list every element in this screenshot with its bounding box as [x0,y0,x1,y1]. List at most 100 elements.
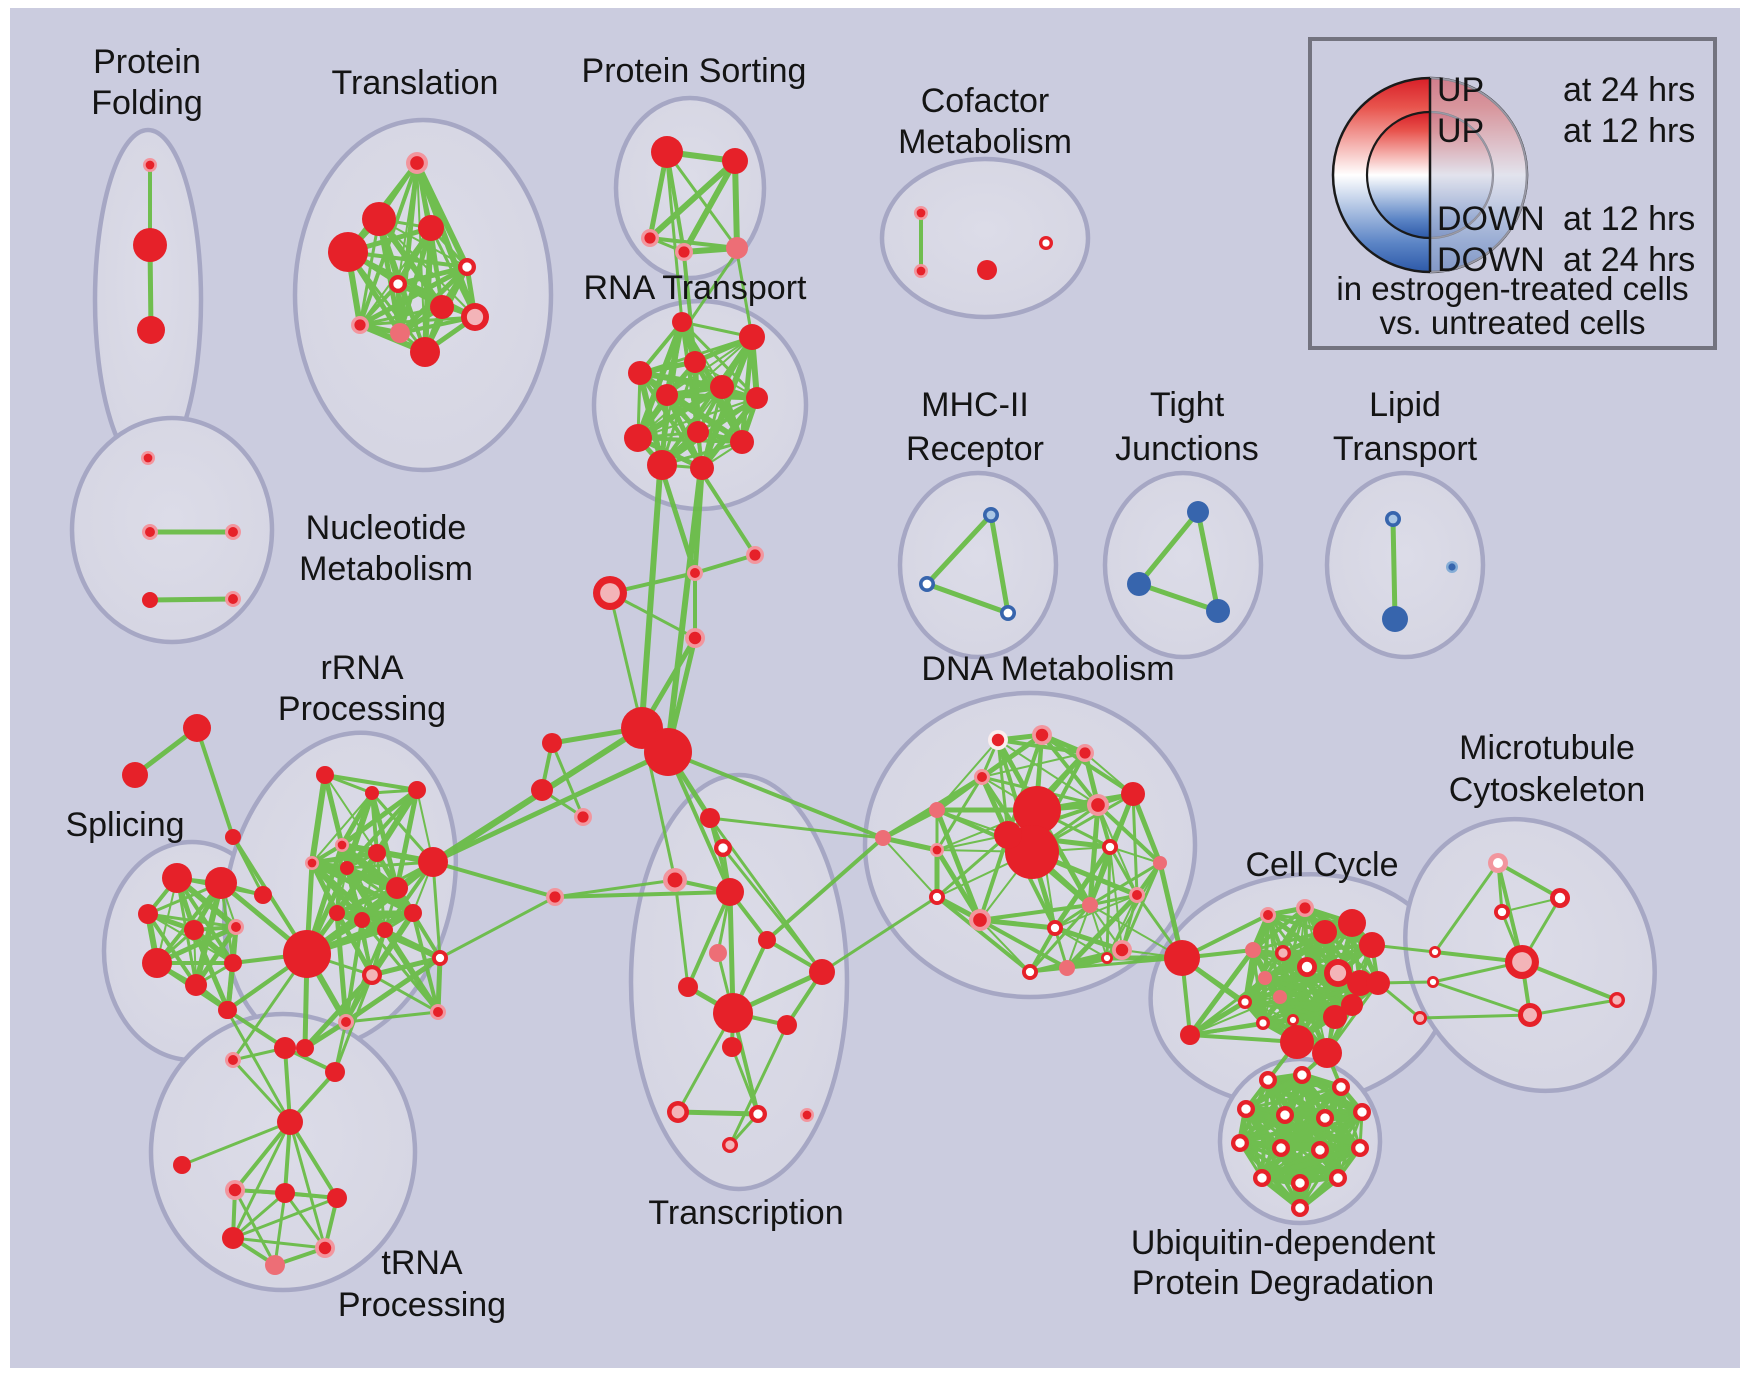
edge-protein-sorting [681,158,738,255]
gene-node-core-ubiquitin-degradation [1263,1075,1273,1085]
edge-dna-metabolism [935,895,1032,974]
edge-dna-metabolism [882,837,938,898]
edge-central-connectors [195,726,235,839]
gene-node-core-translation [462,262,472,272]
gene-node-core-dna-metabolism [932,892,942,902]
gene-node-rna-transport [746,387,768,409]
edge-rrna-processing [384,929,441,959]
gene-node-rna-transport [628,361,652,385]
gene-node-core-ubiquitin-degradation [1280,1110,1290,1120]
label-cofactor-metabolism: Cofactor [921,82,1050,120]
gene-node-tight-junctions [1206,599,1230,623]
label-nucleotide-metabolism: Nucleotide [306,509,467,547]
edge-inter-cluster [682,250,739,332]
gene-node-splicing [185,974,207,996]
gene-node-rrna-processing [354,912,370,928]
edge-transcription [553,878,677,899]
gene-node-splicing [138,904,158,924]
label-ubiquitin-degradation: Ubiquitin-dependent [1131,1224,1436,1262]
edge-rna-transport [739,334,755,445]
gene-node-cell-cycle [1359,932,1385,958]
edge-dna-metabolism [1088,893,1139,907]
edge-rrna-processing [323,773,419,792]
edge-tight-junctions [1136,509,1201,587]
label-rrna-processing: Processing [278,690,446,728]
gene-node-cell-cycle [1258,971,1272,985]
gene-node-core-ubiquitin-degradation [1357,1107,1367,1117]
label-protein-folding: Protein [93,43,201,81]
edge-tight-junctions [1195,509,1221,614]
edge-trna-processing [288,1120,327,1250]
label-mhc-ii-receptor: MHC-II [921,386,1029,424]
gene-node-lipid-transport [1382,606,1408,632]
gene-node-translation [390,323,410,343]
edge-dna-metabolism [1064,892,1140,971]
edge-dna-metabolism [1120,861,1162,952]
edge-dna-metabolism [979,732,1045,780]
cluster-ellipses [69,95,1657,1293]
edge-rna-transport [666,336,753,396]
legend-up-12-label: UP [1437,112,1485,150]
label-rna-transport: RNA Transport [584,269,808,307]
edge-dna-metabolism [1130,791,1163,866]
label-protein-folding: Folding [91,84,203,122]
edge-transcription [721,846,824,974]
edge-trna-processing [231,1191,287,1240]
gene-node-trna-processing [277,1109,303,1135]
gene-node-tight-junctions [1127,572,1151,596]
label-lipid-transport: Transport [1333,430,1478,468]
edge-dna-metabolism [979,919,1031,973]
gene-node-translation [328,232,368,272]
gene-node-rna-transport [730,430,754,454]
gene-node-dna-metabolism [994,821,1022,849]
gene-node-rna-transport [687,421,709,443]
legend-up-24-time: at 24 hrs [1563,71,1696,109]
gene-node-cell-cycle [1273,990,1287,1004]
edge-rrna-processing [309,772,328,866]
edge-transcription [675,1109,761,1117]
edge-dna-metabolism [1109,846,1161,864]
gene-node-core-ubiquitin-degradation [1257,1173,1267,1183]
edge-dna-metabolism [935,833,1010,899]
gene-node-transcription [722,1037,742,1057]
gene-node-central-connectors [225,829,241,845]
edge-inter-cluster [666,750,732,894]
gene-node-core-lipid-transport [1448,563,1456,571]
gene-node-cell-cycle [1313,920,1337,944]
edge-central-connectors [550,741,585,819]
gene-node-protein-sorting [651,136,683,168]
edge-inter-cluster [765,836,885,942]
edge-microtubule-cytoskeleton [1418,1013,1532,1020]
edge-dna-metabolism [1028,903,1092,974]
gene-node-nucleotide-metabolism [142,592,158,608]
edge-microtubule-cytoskeleton [1496,861,1562,900]
legend-up-12-time: at 12 hrs [1563,112,1696,150]
edge-nucleotide-metabolism [147,596,236,603]
gene-node-core-ubiquitin-degradation [1241,1104,1251,1114]
edge-dna-metabolism [1088,861,1162,907]
gene-node-core-transcription [802,1110,812,1120]
gene-node-core-microtubule-cytoskeleton [1431,948,1439,956]
gene-node-core-microtubule-cytoskeleton [1612,995,1622,1005]
edge-dna-metabolism [978,833,1010,922]
edge-dna-metabolism [934,847,983,923]
gene-node-cell-cycle [1366,971,1390,995]
gene-node-protein-sorting [722,148,748,174]
edge-dna-metabolism [880,807,940,841]
gene-node-rna-transport [656,384,678,406]
gene-node-rna-transport [647,450,677,480]
network-nodes [122,136,1625,1275]
gene-node-core-translation [410,156,424,170]
gene-node-core-transcription [753,1109,763,1119]
gene-node-rna-transport [624,424,652,452]
gene-node-core-dna-metabolism [1050,923,1060,933]
edge-microtubule-cytoskeleton [1528,998,1619,1017]
edge-trna-processing [233,1120,292,1192]
gene-node-core-trna-processing [228,1055,238,1065]
edge-dna-metabolism [981,752,1086,778]
gene-node-core-cofactor-metabolism [916,266,926,276]
edge-trna-processing [231,1236,327,1250]
edge-trna-processing [231,1120,292,1240]
legend-down-24-time: at 24 hrs [1563,241,1696,279]
legend-down-24-label: DOWN [1437,241,1545,279]
